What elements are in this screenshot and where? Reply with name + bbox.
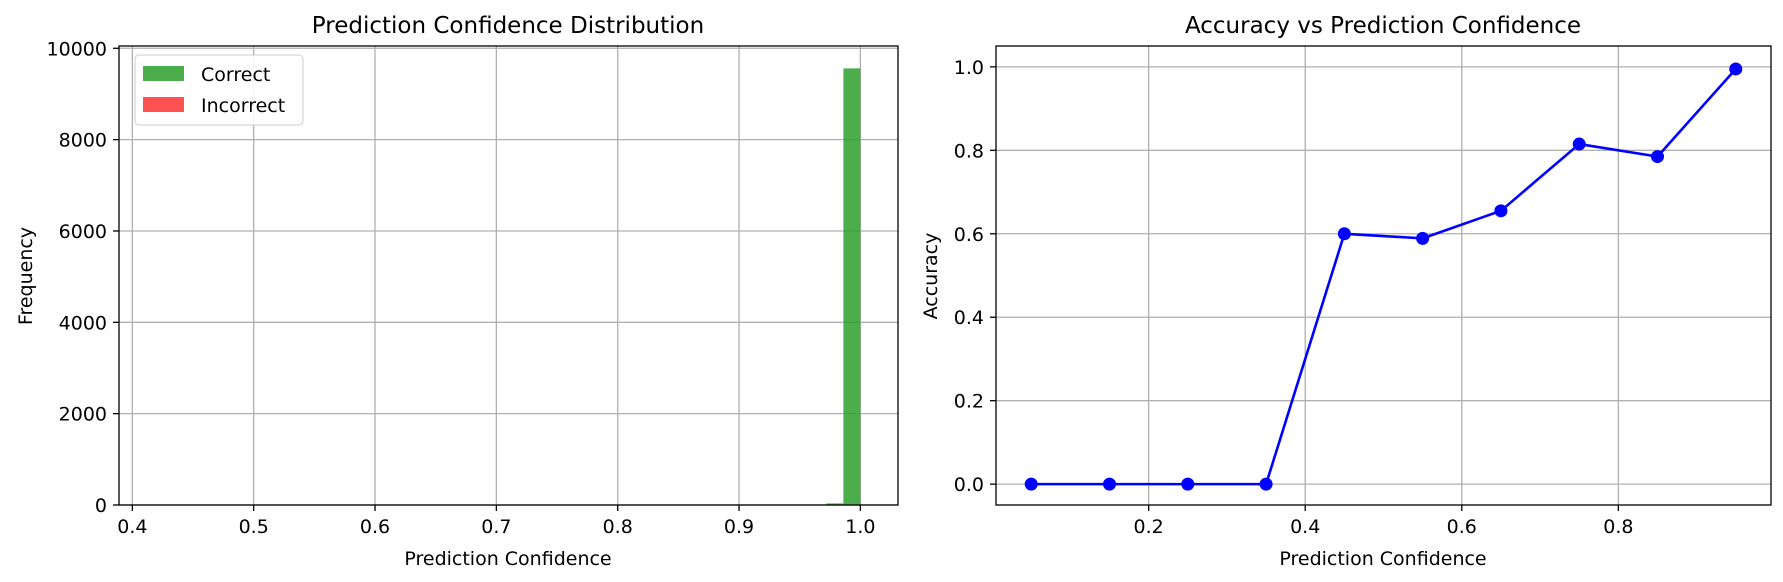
- legend-swatch-correct: [143, 66, 184, 81]
- left-x-axis-label: Prediction Confidence: [404, 548, 611, 570]
- right-x-tick-label: 0.8: [1603, 516, 1633, 538]
- right-x-tick-label: 0.6: [1447, 516, 1477, 538]
- legend-swatch-incorrect: [143, 97, 184, 112]
- left-x-tick-label: 1.0: [845, 516, 875, 538]
- left-grid: [119, 46, 898, 506]
- legend-label-incorrect: Incorrect: [201, 95, 285, 117]
- left-y-tick-label: 10000: [47, 38, 107, 60]
- right-chart-title: Accuracy vs Prediction Confidence: [1185, 13, 1581, 39]
- right-grid: [996, 46, 1771, 505]
- left-x-tick-label: 0.5: [239, 516, 269, 538]
- accuracy-line: [1031, 68, 1737, 486]
- left-y-tick-label: 0: [95, 495, 107, 517]
- correct-bar: [826, 503, 844, 505]
- right-y-tick-label: 0.0: [954, 474, 984, 496]
- right-x-axis-label: Prediction Confidence: [1279, 548, 1486, 570]
- legend-label-correct: Correct: [201, 64, 270, 86]
- left-x-tick-label: 0.7: [481, 516, 511, 538]
- right-x-tick-label: 0.2: [1134, 516, 1164, 538]
- left-y-tick-label: 4000: [59, 312, 107, 334]
- accuracy-point: [1181, 477, 1195, 491]
- left-x-tick-label: 0.6: [360, 516, 390, 538]
- right-y-tick-label: 0.6: [954, 224, 984, 246]
- right-y-tick-label: 0.8: [954, 140, 984, 162]
- accuracy-point: [1729, 62, 1743, 76]
- left-y-tick-label: 2000: [59, 404, 107, 426]
- accuracy-point: [1103, 477, 1117, 491]
- left-y-axis-label: Frequency: [15, 227, 37, 325]
- accuracy-line-chart: 0.2 0.4 0.6 0.8 0.0 0.2 0.4 0.6 0.8 1.0 Accuracy…: [920, 13, 1772, 570]
- left-plot-frame: [118, 45, 899, 506]
- accuracy-point: [1024, 477, 1038, 491]
- accuracy-point: [1650, 150, 1664, 164]
- left-y-tick-label: 6000: [59, 221, 107, 243]
- left-legend: Correct Incorrect: [134, 54, 304, 126]
- right-plot-frame: [995, 45, 1772, 506]
- right-x-tick-label: 0.4: [1290, 516, 1320, 538]
- left-y-ticks: 0 2000 4000 6000 8000 10000: [47, 38, 119, 517]
- left-x-ticks: 0.4 0.5 0.6 0.7 0.8 0.9 1.0: [117, 505, 875, 538]
- left-x-tick-label: 0.4: [117, 516, 147, 538]
- right-y-tick-label: 1.0: [954, 57, 984, 79]
- left-chart-title: Prediction Confidence Distribution: [312, 13, 704, 39]
- right-y-ticks: 0.0 0.2 0.4 0.6 0.8 1.0: [954, 57, 996, 496]
- accuracy-point: [1259, 477, 1273, 491]
- accuracy-point: [1416, 231, 1430, 245]
- left-x-tick-label: 0.8: [603, 516, 633, 538]
- left-y-tick-label: 8000: [59, 130, 107, 152]
- histogram-chart: 0.4 0.5 0.6 0.7 0.8 0.9 1.0 0 2000 4000 6000 8000 1…: [15, 13, 899, 570]
- right-y-tick-label: 0.2: [954, 391, 984, 413]
- right-line-series: [1024, 62, 1743, 491]
- accuracy-point: [1337, 227, 1351, 241]
- left-x-tick-label: 0.9: [724, 516, 754, 538]
- right-x-ticks: 0.2 0.4 0.6 0.8: [1134, 505, 1633, 538]
- accuracy-point: [1494, 204, 1508, 218]
- right-y-tick-label: 0.4: [954, 307, 984, 329]
- correct-bar: [843, 68, 861, 506]
- accuracy-point: [1572, 137, 1586, 151]
- left-bars: [809, 68, 861, 506]
- right-y-axis-label: Accuracy: [920, 233, 942, 320]
